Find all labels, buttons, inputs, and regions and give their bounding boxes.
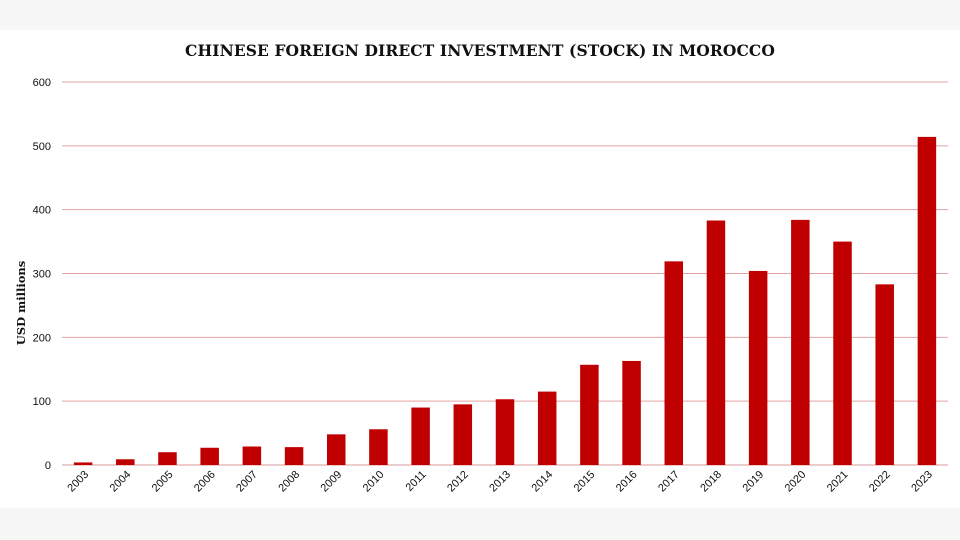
bar-2022	[875, 284, 894, 465]
x-tick-label-2022: 2022	[867, 469, 893, 495]
x-tick-label-2013: 2013	[487, 469, 513, 495]
bar-2019	[748, 270, 768, 465]
bar-2013	[495, 399, 515, 465]
x-tick-label-2016: 2016	[614, 469, 640, 495]
x-tick-label-2004: 2004	[108, 469, 134, 495]
x-tick-label-2017: 2017	[656, 469, 682, 495]
x-tick-label-2020: 2020	[783, 469, 809, 495]
bars	[73, 136, 937, 465]
x-tick-label-2018: 2018	[698, 469, 724, 495]
x-tick-label-2010: 2010	[361, 469, 387, 495]
y-tick-label: 100	[33, 396, 51, 408]
bar-2005	[158, 452, 177, 465]
bar-2020	[791, 219, 810, 465]
bar-2007	[242, 446, 262, 465]
bar-2009	[326, 434, 346, 465]
bar-2015	[580, 364, 599, 465]
bar-2010	[369, 429, 388, 465]
bar-2006	[200, 447, 219, 465]
bar-2003	[73, 462, 93, 465]
y-tick-label: 200	[33, 332, 51, 344]
x-tick-label-2015: 2015	[572, 469, 598, 495]
bar-2012	[453, 404, 473, 465]
bar-2011	[411, 407, 430, 465]
y-axis-title: USD millions	[14, 261, 28, 345]
y-axis-ticks: 0 100 200 300 400 500 600	[33, 77, 51, 472]
bar-2018	[706, 220, 726, 465]
bar-2014	[537, 391, 557, 465]
bar-2023	[917, 136, 937, 465]
y-tick-label: 400	[33, 205, 51, 217]
x-tick-label-2005: 2005	[150, 469, 176, 495]
y-tick-label: 500	[33, 141, 51, 153]
x-tick-label-2021: 2021	[825, 469, 851, 495]
y-tick-label: 600	[33, 77, 51, 89]
x-tick-label-2009: 2009	[319, 469, 345, 495]
x-tick-label-2007: 2007	[234, 469, 260, 495]
x-tick-label-2023: 2023	[909, 469, 935, 495]
bar-2016	[622, 360, 641, 465]
bar-2017	[664, 261, 684, 465]
x-tick-label-2012: 2012	[445, 469, 471, 495]
bar-2004	[116, 459, 135, 465]
x-tick-label-2003: 2003	[65, 469, 91, 495]
y-tick-label: 0	[45, 460, 51, 472]
bar-2008	[284, 447, 304, 465]
x-tick-label-2008: 2008	[276, 469, 302, 495]
slide: CHINESE FOREIGN DIRECT INVESTMENT (STOCK…	[0, 30, 960, 508]
bar-2021	[833, 241, 852, 465]
x-tick-label-2014: 2014	[530, 469, 556, 495]
chart-title: CHINESE FOREIGN DIRECT INVESTMENT (STOCK…	[185, 41, 775, 60]
x-axis-ticks: 2003 2004 2005 2006 2007 2008 2009 2010 2011 2012…	[65, 469, 935, 495]
x-tick-label-2019: 2019	[740, 469, 766, 495]
y-tick-label: 300	[33, 269, 51, 281]
x-tick-label-2006: 2006	[192, 469, 218, 495]
bar-chart: 0 100 200 300 400 500 600 2003 2004 2005 2006 2007…	[14, 77, 948, 495]
x-tick-label-2011: 2011	[404, 469, 429, 494]
